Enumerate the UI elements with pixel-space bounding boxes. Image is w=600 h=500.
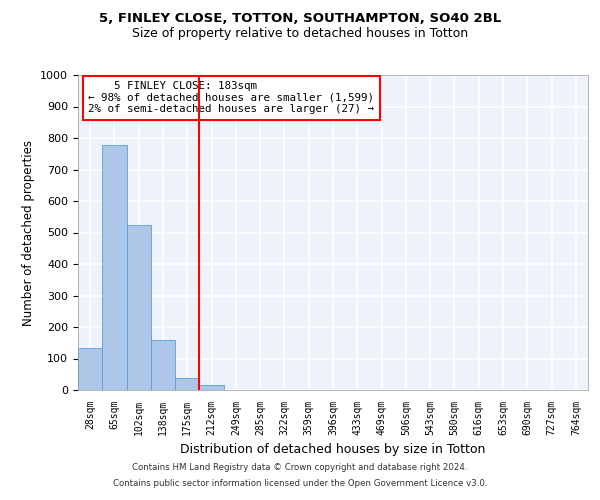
Text: Contains public sector information licensed under the Open Government Licence v3: Contains public sector information licen… xyxy=(113,478,487,488)
Bar xyxy=(151,340,175,390)
Bar xyxy=(127,226,151,390)
Text: Distribution of detached houses by size in Totton: Distribution of detached houses by size … xyxy=(181,442,485,456)
Bar xyxy=(78,348,102,390)
Text: 5 FINLEY CLOSE: 183sqm    
← 98% of detached houses are smaller (1,599)
2% of se: 5 FINLEY CLOSE: 183sqm ← 98% of detached… xyxy=(88,82,374,114)
Bar xyxy=(175,378,199,390)
Text: Size of property relative to detached houses in Totton: Size of property relative to detached ho… xyxy=(132,28,468,40)
Bar xyxy=(102,145,127,390)
Text: 5, FINLEY CLOSE, TOTTON, SOUTHAMPTON, SO40 2BL: 5, FINLEY CLOSE, TOTTON, SOUTHAMPTON, SO… xyxy=(99,12,501,24)
Text: Contains HM Land Registry data © Crown copyright and database right 2024.: Contains HM Land Registry data © Crown c… xyxy=(132,464,468,472)
Bar xyxy=(199,386,224,390)
Y-axis label: Number of detached properties: Number of detached properties xyxy=(22,140,35,326)
